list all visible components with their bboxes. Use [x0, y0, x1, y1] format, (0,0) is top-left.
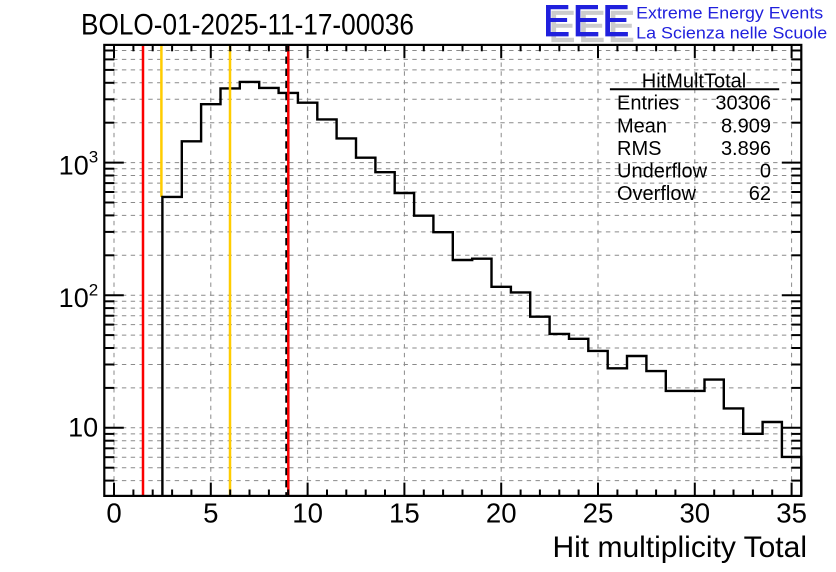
svg-text:Hit multiplicity Total: Hit multiplicity Total — [552, 531, 807, 564]
svg-text:0: 0 — [760, 161, 771, 183]
svg-text:HitMultTotal: HitMultTotal — [642, 70, 746, 92]
svg-text:Extreme Energy Events: Extreme Energy Events — [636, 4, 823, 23]
svg-text:20: 20 — [486, 497, 517, 528]
svg-text:8.909: 8.909 — [721, 115, 771, 137]
svg-text:25: 25 — [583, 497, 614, 528]
svg-text:62: 62 — [749, 183, 771, 205]
svg-text:Underflow: Underflow — [617, 161, 708, 183]
svg-text:Overflow: Overflow — [617, 183, 696, 205]
svg-text:30: 30 — [679, 497, 710, 528]
svg-text:Mean: Mean — [617, 115, 667, 137]
svg-text:La Scienza nelle Scuole: La Scienza nelle Scuole — [636, 24, 827, 43]
svg-text:RMS: RMS — [617, 138, 661, 160]
svg-text:3.896: 3.896 — [721, 138, 771, 160]
svg-text:10: 10 — [68, 413, 98, 443]
svg-text:BOLO-01-2025-11-17-00036: BOLO-01-2025-11-17-00036 — [81, 9, 414, 42]
svg-text:15: 15 — [389, 497, 420, 528]
svg-text:Entries: Entries — [617, 93, 679, 115]
svg-text:10: 10 — [292, 497, 323, 528]
svg-text:30306: 30306 — [715, 93, 771, 115]
svg-text:0: 0 — [106, 497, 121, 528]
svg-text:35: 35 — [776, 497, 807, 528]
svg-text:5: 5 — [203, 497, 218, 528]
